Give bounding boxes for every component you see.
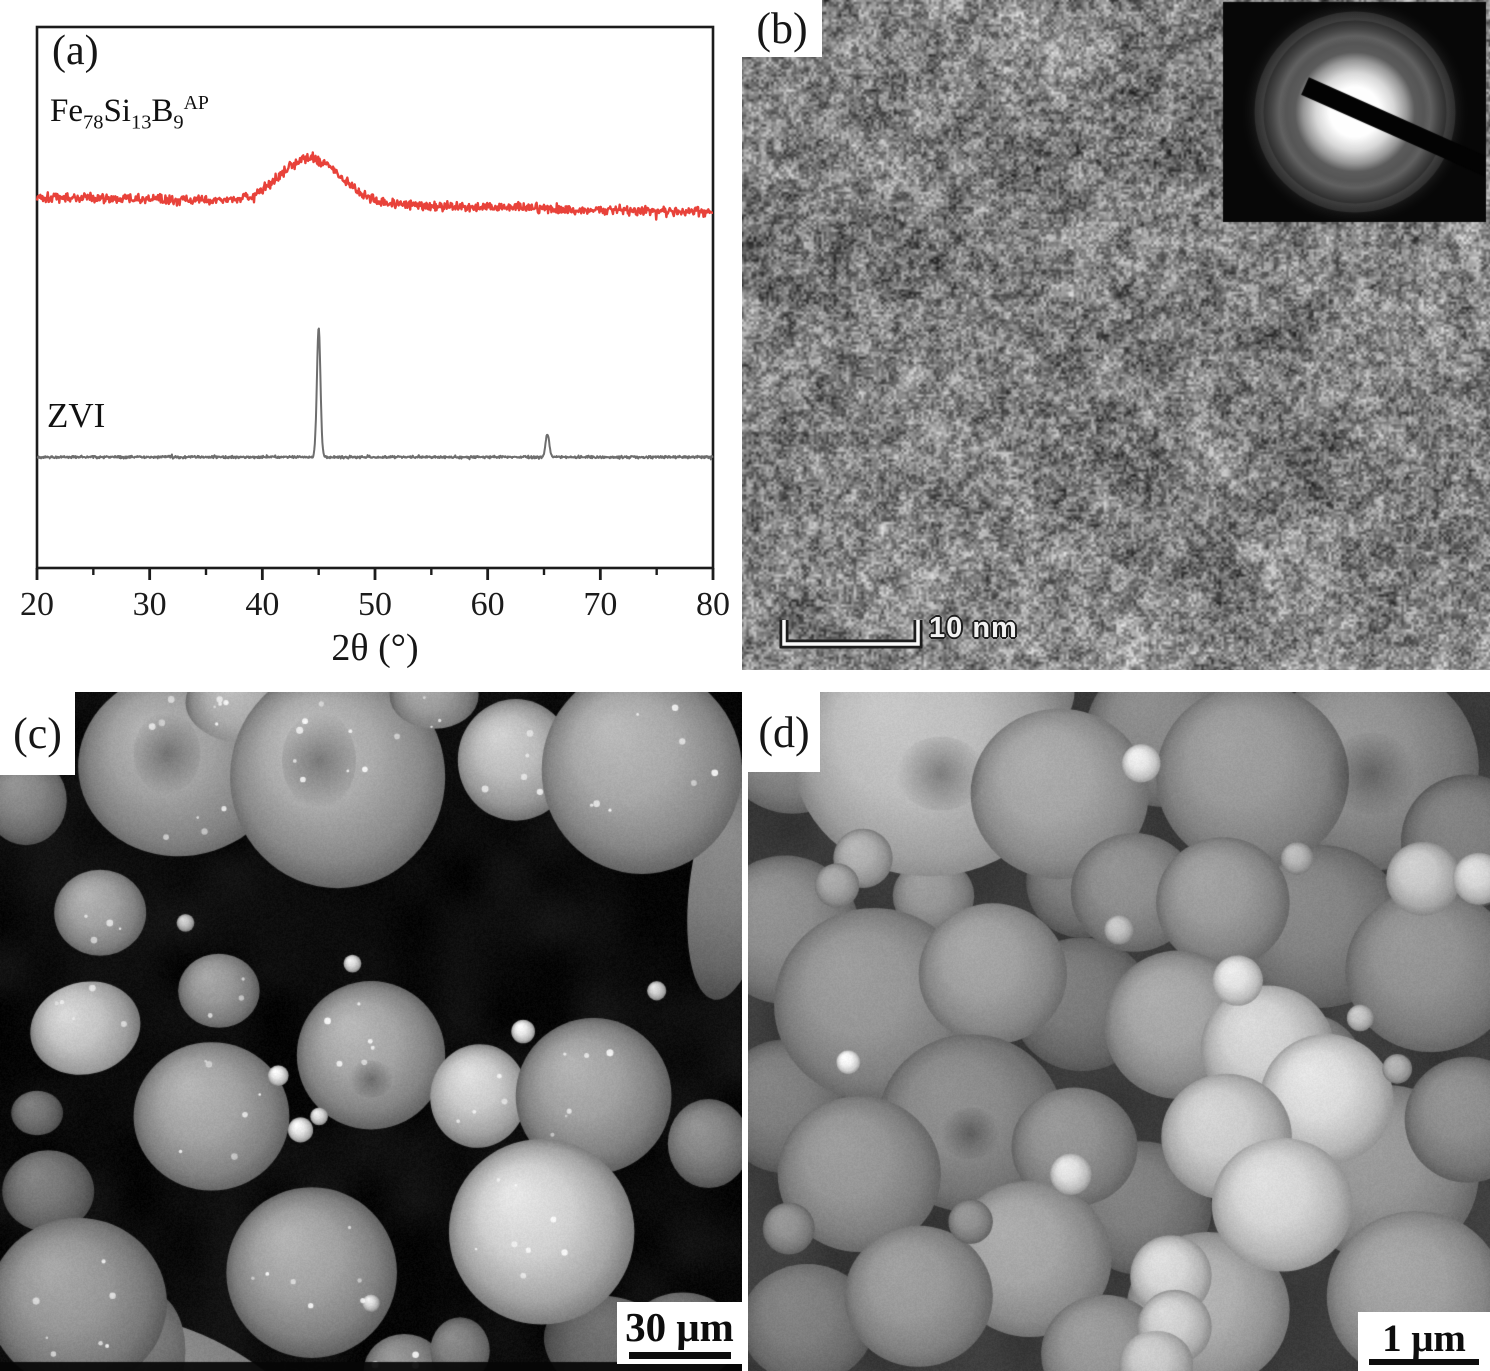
formula-part: 9 bbox=[173, 111, 184, 134]
xrd-chart-svg: 20 30 40 50 60 70 80 bbox=[20, 25, 730, 623]
x-axis-title: 2θ (°) bbox=[331, 627, 419, 669]
panel-a-xrd-chart: 20 30 40 50 60 70 80 (a) Fe78Si13B9AP ZVI 2θ (… bbox=[0, 0, 730, 685]
scalebar-box-30um: 30 μm bbox=[617, 1302, 742, 1364]
panel-d-label: (d) bbox=[758, 707, 810, 757]
scalebar-label-10nm: 10 nm bbox=[929, 612, 1018, 644]
sem-micrograph-canvas-1um bbox=[748, 692, 1490, 1371]
panel-b-label-box: (b) bbox=[742, 0, 822, 57]
x-tick-label: 50 bbox=[358, 586, 392, 623]
panel-d-label-box: (d) bbox=[748, 692, 820, 772]
panel-c-sem-micrograph: (c) 30 μm bbox=[0, 692, 742, 1371]
x-tick-label: 70 bbox=[583, 586, 617, 623]
panel-d-sem-micrograph: (d) 1 μm bbox=[748, 692, 1490, 1371]
scalebar-box-1um: 1 μm bbox=[1358, 1312, 1490, 1371]
formula-part: Si bbox=[103, 93, 131, 129]
tem-micrograph-canvas bbox=[742, 0, 1490, 670]
formula-part: Fe bbox=[50, 93, 83, 129]
x-tick-label: 20 bbox=[20, 586, 54, 623]
panel-b-tem-micrograph: (b) 10 nm bbox=[742, 0, 1490, 670]
x-tick-label: 40 bbox=[245, 586, 279, 623]
panel-a-label: (a) bbox=[52, 28, 99, 74]
formula-part: 78 bbox=[83, 111, 104, 134]
series-label-fesib-amorphous: Fe78Si13B9AP bbox=[50, 92, 209, 135]
scalebar-label-30um: 30 μm bbox=[625, 1304, 734, 1350]
panel-c-label: (c) bbox=[13, 709, 62, 758]
panel-b-label: (b) bbox=[756, 4, 808, 53]
scalebar-bar-30um bbox=[628, 1352, 731, 1359]
scalebar-bracket-icon bbox=[779, 620, 923, 649]
x-tick-label: 30 bbox=[133, 586, 167, 623]
scalebar-label-1um: 1 μm bbox=[1382, 1316, 1466, 1360]
scalebar-bar-1um bbox=[1369, 1358, 1479, 1365]
panel-c-label-box: (c) bbox=[0, 692, 75, 775]
x-tick-label: 80 bbox=[696, 586, 730, 623]
zvi-xrd-trace bbox=[36, 327, 714, 461]
sem-micrograph-canvas-30um bbox=[0, 692, 742, 1371]
formula-part: 13 bbox=[130, 111, 152, 134]
formula-part: AP bbox=[183, 92, 209, 114]
formula-part: B bbox=[151, 93, 174, 129]
series-label-zvi: ZVI bbox=[47, 396, 106, 435]
x-tick-label: 60 bbox=[471, 586, 505, 623]
fesib-xrd-trace bbox=[35, 151, 714, 221]
